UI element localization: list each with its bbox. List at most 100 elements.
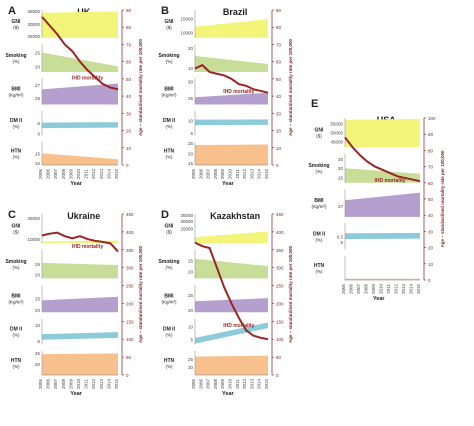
x-tick-label: 2005: [38, 169, 43, 180]
row-tick: 25: [35, 50, 41, 55]
panel-title: UK: [77, 7, 90, 17]
mortality-line: [41, 231, 119, 253]
right-tick-label: 450: [276, 212, 284, 217]
row-tick: 15000: [180, 16, 193, 21]
x-tick-label: 2014: [106, 379, 111, 390]
row-unit: (Kg/m²): [9, 300, 25, 305]
area-bmi: [195, 92, 268, 105]
row-tick: 15: [35, 151, 41, 156]
right-tick-label: 0: [428, 278, 431, 283]
panel-title: Ukraine: [67, 211, 100, 221]
area-htn: [42, 153, 118, 165]
area-gni: [195, 231, 268, 243]
right-tick-label: 30: [428, 229, 434, 234]
row-tick: 25: [188, 293, 194, 298]
row-tick: 20: [35, 272, 41, 277]
row-tick: 10000: [27, 237, 40, 242]
row-label: Smoking: [158, 259, 179, 265]
row-tick: 25: [188, 357, 194, 362]
row-unit: (%): [316, 169, 323, 174]
right-axis-label: Age – standardised mortality rate per 10…: [138, 38, 143, 136]
row-unit: (%): [166, 124, 173, 129]
x-tick-label: 2008: [61, 379, 66, 390]
right-tick-label: 0: [276, 373, 279, 378]
x-tick-label: 2010: [228, 169, 233, 180]
right-axis-label: Age – standardised mortality rate per 10…: [288, 38, 293, 136]
mortality-line: [194, 241, 269, 341]
row-tick: 5: [37, 121, 40, 126]
row-unit: (Kg/m²): [162, 300, 178, 305]
series-label: IHD mortality: [72, 75, 103, 81]
x-axis-title: Year: [222, 181, 234, 187]
row-label: GNI: [12, 223, 22, 229]
right-tick-label: 70: [276, 42, 282, 47]
right-tick-label: 40: [276, 94, 282, 99]
row-unit: (%): [13, 59, 20, 64]
row-label: BMI: [164, 86, 174, 92]
panel-letter: E: [311, 98, 318, 110]
x-tick-label: 2013: [249, 379, 254, 390]
x-tick-label: 2011: [84, 169, 89, 179]
row-tick: 25: [35, 351, 41, 356]
row-tick: 15: [338, 175, 344, 180]
row-tick: 20: [35, 308, 41, 313]
series-label: IHD mortality: [72, 244, 103, 250]
row-label: HTN: [164, 148, 175, 154]
right-tick-label: 0: [276, 163, 279, 168]
row-unit: ($): [316, 134, 322, 139]
row-tick: 25000: [180, 226, 193, 231]
x-tick-label: 2011: [235, 379, 240, 389]
right-tick-label: 400: [126, 230, 134, 235]
area-gni: [345, 118, 420, 148]
row-label: BMI: [164, 294, 174, 300]
row-label: DM II: [313, 231, 326, 237]
row-tick: 25: [188, 96, 194, 101]
mortality-line: [344, 136, 421, 183]
right-tick-label: 50: [276, 77, 282, 82]
row-unit: (%): [13, 265, 20, 270]
row-label: BMI: [11, 294, 21, 300]
area-bmi: [42, 83, 118, 105]
series-label: IHD mortality: [374, 178, 405, 184]
x-tick-label: 2014: [257, 379, 262, 390]
x-tick-label: 2009: [220, 169, 225, 180]
row-tick: 30: [188, 79, 194, 84]
x-tick-label: 2014: [257, 169, 262, 180]
right-tick-label: 350: [276, 248, 284, 253]
panel-letter: D: [161, 209, 169, 221]
right-tick-label: 150: [126, 319, 134, 324]
right-tick-label: 300: [276, 266, 284, 271]
x-tick-label: 2006: [46, 169, 51, 180]
right-tick-label: 10: [276, 146, 282, 151]
area-dm: [42, 122, 118, 129]
row-unit: (%): [166, 364, 173, 369]
right-axis-label: Age – standardised mortality rate per 10…: [288, 245, 293, 343]
row-tick: 30000: [180, 219, 193, 224]
x-tick-label: 2012: [242, 379, 247, 390]
row-tick: 27: [35, 83, 41, 88]
row-label: HTN: [11, 148, 22, 154]
right-tick-label: 50: [126, 77, 132, 82]
right-tick-label: 400: [276, 230, 284, 235]
right-tick-label: 30: [276, 111, 282, 116]
row-label: DM II: [163, 327, 176, 333]
row-tick: 25: [188, 141, 194, 146]
x-tick-label: 2013: [401, 284, 406, 295]
x-tick-label: 2009: [68, 169, 73, 180]
row-tick: 5: [190, 337, 193, 342]
x-tick-label: 2006: [198, 169, 203, 180]
x-tick-label: 2012: [91, 379, 96, 390]
row-unit: (%): [13, 124, 20, 129]
x-tick-label: 2007: [53, 379, 58, 390]
right-tick-label: 250: [126, 284, 134, 289]
row-tick: 10: [188, 324, 194, 329]
x-tick-label: 2015: [114, 379, 119, 390]
row-tick: 20: [338, 166, 344, 171]
panel-title: Kazakhstan: [210, 211, 260, 221]
panel-letter: C: [8, 209, 16, 221]
row-tick: 30000: [27, 22, 40, 27]
right-tick-label: 90: [428, 132, 434, 137]
row-label: GNI: [12, 19, 22, 25]
row-tick: 25: [35, 96, 41, 101]
x-axis-title: Year: [222, 391, 234, 397]
